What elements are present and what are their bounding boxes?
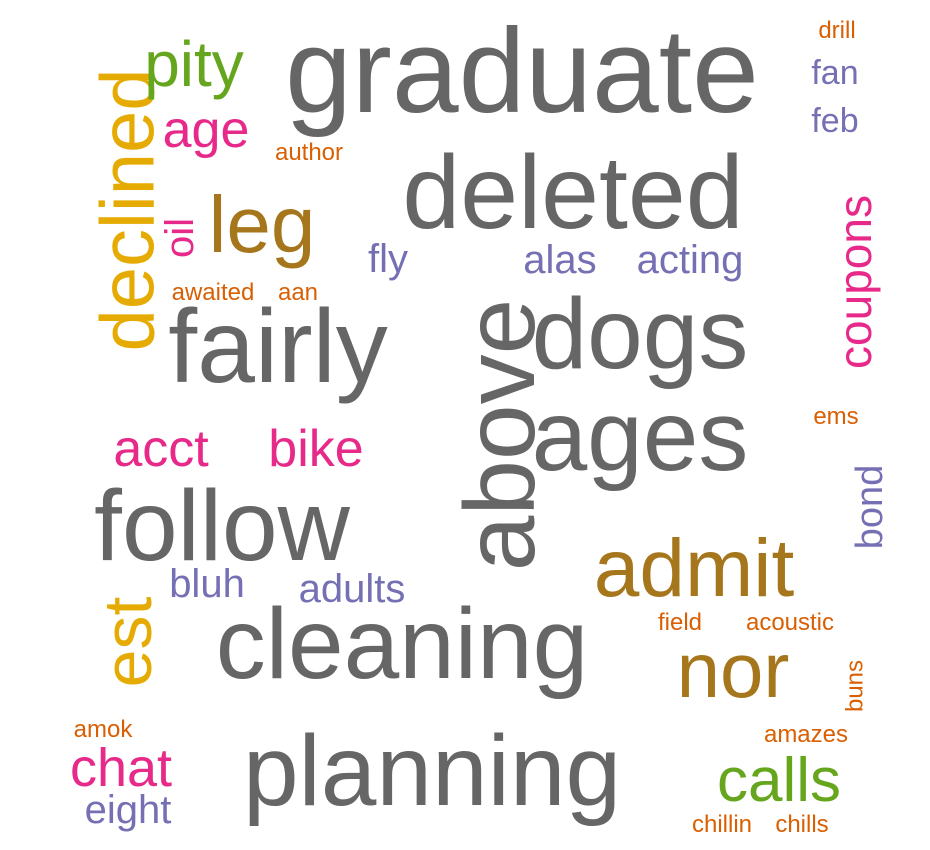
word-eight: eight [85, 788, 172, 832]
word-awaited: awaited [172, 279, 255, 306]
word-above: above [444, 299, 556, 571]
word-amok: amok [74, 716, 134, 743]
word-dogs: dogs [532, 278, 749, 390]
word-follow: follow [94, 470, 350, 582]
word-alas: alas [523, 238, 596, 282]
word-graduate: graduate [285, 4, 759, 138]
word-adults: adults [299, 567, 406, 611]
word-acoustic: acoustic [746, 609, 834, 636]
word-bond: bond [849, 465, 891, 550]
word-cleaning: cleaning [216, 588, 589, 700]
word-deleted: deleted [402, 135, 743, 251]
word-bluh: bluh [169, 562, 245, 606]
word-amazes: amazes [764, 721, 848, 748]
word-age: age [163, 101, 250, 159]
word-pity: pity [144, 28, 244, 100]
word-aan: aan [278, 279, 318, 306]
word-fan: fan [811, 54, 858, 92]
word-field: field [658, 609, 702, 636]
word-feb: feb [811, 102, 858, 140]
word-planning: planning [243, 715, 621, 827]
word-chills: chills [775, 811, 828, 838]
word-oil: oil [158, 218, 202, 258]
word-acct: acct [113, 420, 209, 478]
word-coupons: coupons [829, 195, 881, 369]
word-ems: ems [813, 403, 858, 430]
word-leg: leg [209, 180, 316, 269]
word-admit: admit [594, 523, 795, 614]
word-declined: declined [86, 68, 171, 351]
word-est: est [90, 597, 166, 688]
word-fairly: fairly [168, 289, 388, 405]
word-chillin: chillin [692, 811, 752, 838]
word-chat: chat [70, 738, 172, 798]
word-author: author [275, 139, 343, 166]
word-calls: calls [717, 746, 841, 815]
word-bike: bike [268, 420, 363, 478]
word-buns: buns [842, 660, 869, 712]
word-ages: ages [532, 380, 749, 492]
word-nor: nor [677, 626, 790, 714]
word-fly: fly [368, 237, 408, 281]
word-drill: drill [818, 17, 855, 44]
word-acting: acting [637, 238, 744, 282]
